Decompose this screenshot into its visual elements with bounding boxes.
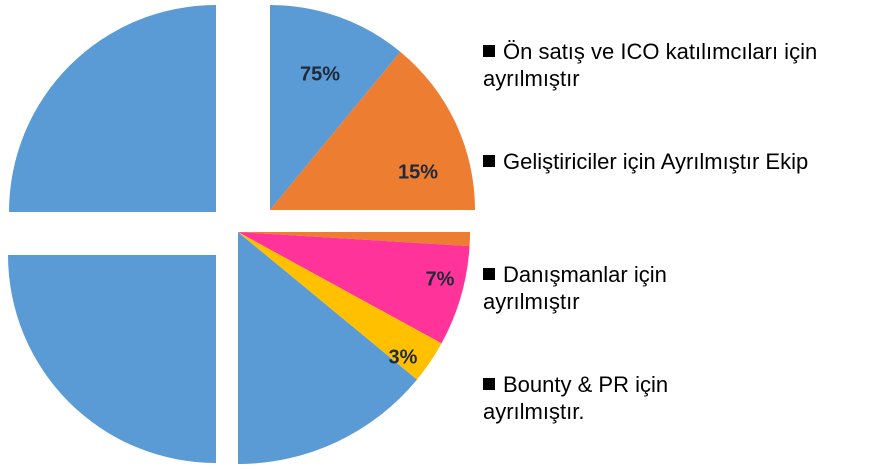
legend-label: Bounty & PR için ayrılmıştır. bbox=[483, 372, 669, 424]
pie-slice bbox=[238, 232, 470, 344]
legend-item: Danışmanlar için ayrılmıştır bbox=[483, 261, 723, 315]
legend-item: Ön satış ve ICO katılımcıları için ayrıl… bbox=[483, 38, 886, 92]
legend-label: Geliştiriciler için Ayrılmıştır Ekip bbox=[503, 149, 809, 174]
legend-marker bbox=[483, 268, 495, 280]
slice-label: 75% bbox=[300, 63, 340, 85]
legend-marker bbox=[483, 155, 495, 167]
pie-slice bbox=[238, 51, 475, 247]
legend-item: Bounty & PR için ayrılmıştır. bbox=[483, 371, 723, 425]
pie-slice bbox=[8, 5, 418, 464]
legend-item: Geliştiriciler için Ayrılmıştır Ekip bbox=[483, 148, 833, 175]
legend-marker bbox=[483, 45, 495, 57]
legend-label: Ön satış ve ICO katılımcıları için ayrıl… bbox=[483, 39, 818, 91]
slice-label: 7% bbox=[426, 268, 455, 290]
slice-label: 3% bbox=[389, 346, 418, 368]
pie-slice bbox=[238, 232, 442, 380]
legend-label: Danışmanlar için ayrılmıştır bbox=[483, 262, 667, 314]
slice-label: 15% bbox=[398, 161, 438, 183]
legend-marker bbox=[483, 378, 495, 390]
